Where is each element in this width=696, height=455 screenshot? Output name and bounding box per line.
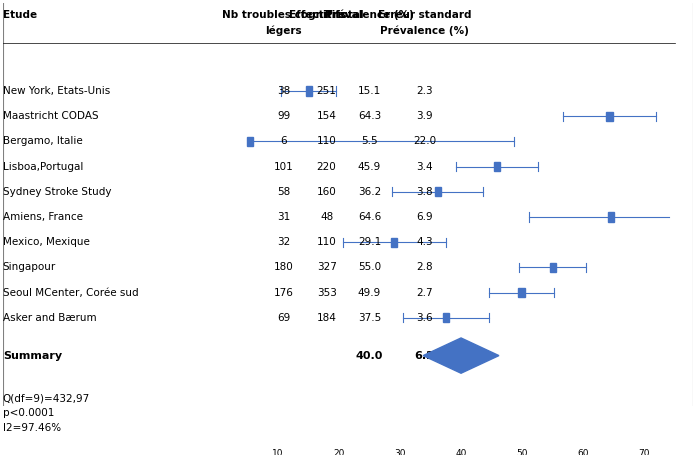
Text: Q(df=9)=432,97
p<0.0001
I2=97.46%: Q(df=9)=432,97 p<0.0001 I2=97.46% (3, 394, 90, 433)
Text: 70: 70 (639, 449, 650, 455)
Text: 32: 32 (277, 237, 290, 247)
Text: 101: 101 (274, 162, 294, 172)
Bar (608, 212, 615, 222)
Text: 64.6: 64.6 (358, 212, 381, 222)
Bar (550, 263, 555, 272)
Text: Erreur standard: Erreur standard (378, 10, 471, 20)
Text: 4.3: 4.3 (416, 237, 433, 247)
Text: 10: 10 (272, 449, 283, 455)
Text: 160: 160 (317, 187, 336, 197)
Text: 2.7: 2.7 (416, 288, 433, 298)
Text: 58: 58 (277, 187, 290, 197)
Text: Maastricht CODAS: Maastricht CODAS (3, 111, 98, 121)
Text: 22.0: 22.0 (413, 136, 436, 147)
Text: 3.9: 3.9 (416, 111, 433, 121)
Text: Bergamo, Italie: Bergamo, Italie (3, 136, 83, 147)
Text: Prévalence (%): Prévalence (%) (380, 25, 469, 35)
Text: 60: 60 (578, 449, 589, 455)
Bar (391, 238, 397, 247)
Text: Singapour: Singapour (3, 263, 56, 273)
Text: 29.1: 29.1 (358, 237, 381, 247)
Text: 2.8: 2.8 (416, 263, 433, 273)
Text: légers: légers (266, 25, 302, 35)
Text: 6: 6 (280, 136, 287, 147)
Text: 48: 48 (320, 212, 333, 222)
Text: Lisboa,Portugal: Lisboa,Portugal (3, 162, 83, 172)
Bar (606, 111, 612, 121)
Text: 15.1: 15.1 (358, 86, 381, 96)
Text: 6.2: 6.2 (414, 351, 434, 361)
Text: 20: 20 (333, 449, 345, 455)
Bar (443, 313, 449, 322)
Text: 5.5: 5.5 (361, 136, 378, 147)
Text: 45.9: 45.9 (358, 162, 381, 172)
Text: 40.0: 40.0 (356, 351, 383, 361)
Text: 180: 180 (274, 263, 294, 273)
Text: 50: 50 (516, 449, 528, 455)
Text: 220: 220 (317, 162, 336, 172)
Text: 184: 184 (317, 313, 337, 323)
Text: 176: 176 (274, 288, 294, 298)
Text: 251: 251 (317, 86, 337, 96)
Text: 110: 110 (317, 136, 336, 147)
Text: 3.6: 3.6 (416, 313, 433, 323)
Text: 55.0: 55.0 (358, 263, 381, 273)
Text: 110: 110 (317, 237, 336, 247)
Text: 69: 69 (277, 313, 290, 323)
Bar (519, 288, 525, 297)
Text: 38: 38 (277, 86, 290, 96)
Text: 3.4: 3.4 (416, 162, 433, 172)
Text: 154: 154 (317, 111, 337, 121)
Text: Nb troubles cognitifs: Nb troubles cognitifs (222, 10, 346, 20)
Text: Seoul MCenter, Corée sud: Seoul MCenter, Corée sud (3, 288, 139, 298)
Text: Amiens, France: Amiens, France (3, 212, 83, 222)
Text: Prévalence (%): Prévalence (%) (325, 10, 414, 20)
Text: 31: 31 (277, 212, 290, 222)
Bar (247, 137, 253, 146)
Text: 49.9: 49.9 (358, 288, 381, 298)
Text: Mexico, Mexique: Mexico, Mexique (3, 237, 90, 247)
Text: 3.8: 3.8 (416, 187, 433, 197)
Text: 30: 30 (394, 449, 406, 455)
Text: Etude: Etude (3, 10, 37, 20)
Bar (306, 86, 312, 96)
Text: 99: 99 (277, 111, 290, 121)
Text: 327: 327 (317, 263, 337, 273)
Bar (435, 187, 441, 196)
Text: 2.3: 2.3 (416, 86, 433, 96)
Text: 36.2: 36.2 (358, 187, 381, 197)
Text: New York, Etats-Unis: New York, Etats-Unis (3, 86, 110, 96)
Text: 6.9: 6.9 (416, 212, 433, 222)
Text: 353: 353 (317, 288, 337, 298)
Text: Effectif total: Effectif total (290, 10, 364, 20)
Text: 40: 40 (455, 449, 467, 455)
Polygon shape (423, 338, 499, 373)
Text: Sydney Stroke Study: Sydney Stroke Study (3, 187, 111, 197)
Text: 37.5: 37.5 (358, 313, 381, 323)
Text: Asker and Bærum: Asker and Bærum (3, 313, 97, 323)
Text: Summary: Summary (3, 351, 62, 361)
Bar (494, 162, 500, 171)
Text: 64.3: 64.3 (358, 111, 381, 121)
